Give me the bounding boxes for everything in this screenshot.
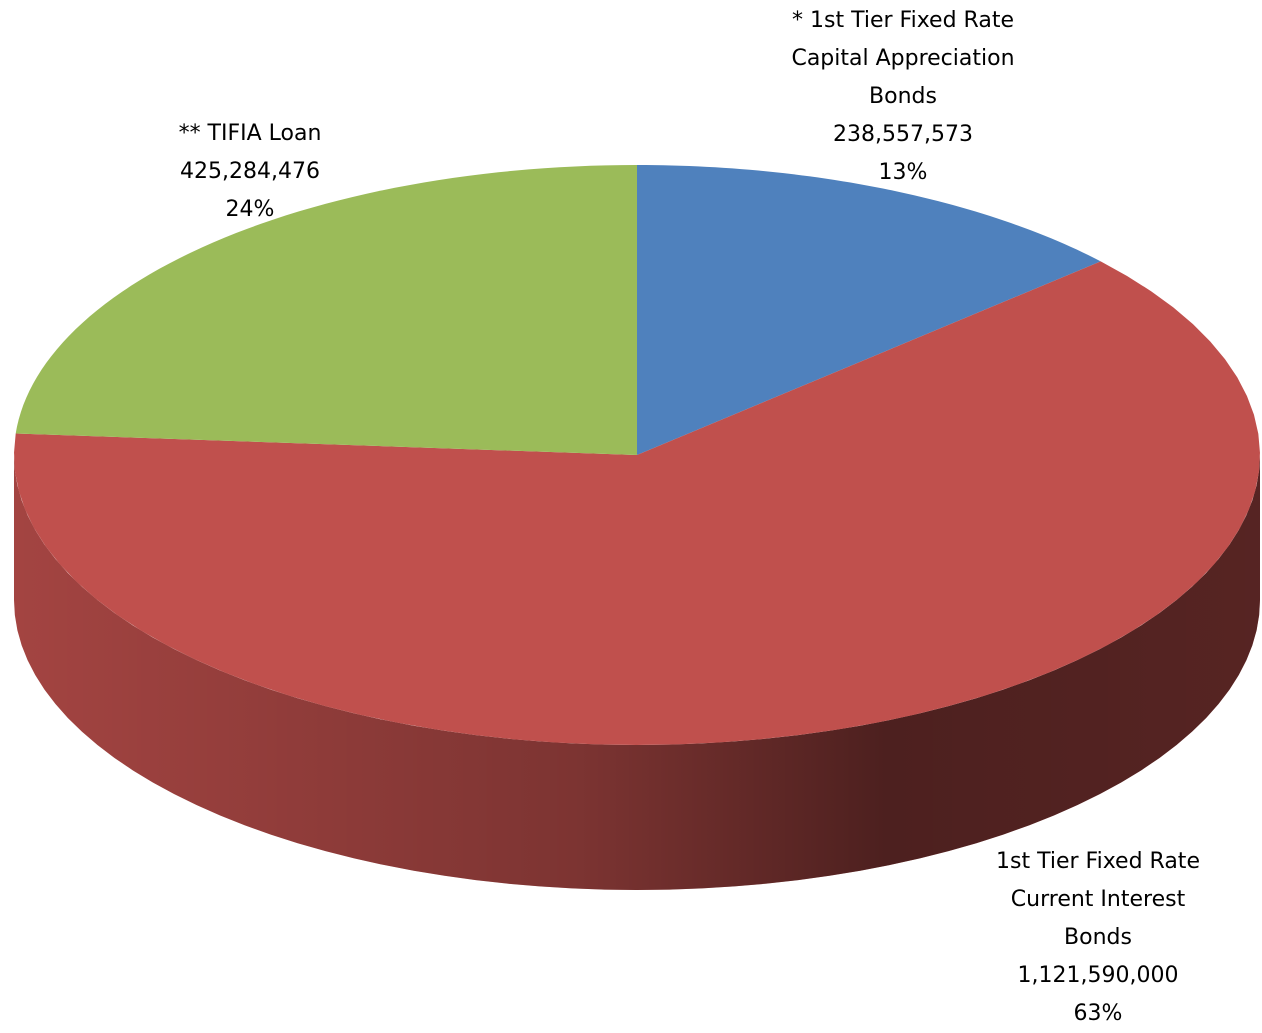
label-percent: 24% [225,197,275,222]
label-name: * 1st Tier Fixed Rate Capital Appreciati… [791,8,1015,109]
label-name: 1st Tier Fixed Rate Current Interest Bon… [996,849,1200,950]
data-label: ** TIFIA Loan 425,284,476 24% [150,115,350,229]
slice-side-shade [14,455,1260,890]
slice [15,165,638,455]
slice [637,165,1101,455]
label-value: 1,121,590,000 [1017,963,1179,988]
label-percent: 13% [878,160,928,185]
label-value: 425,284,476 [180,159,320,184]
label-name: ** TIFIA Loan [178,121,322,146]
label-percent: 63% [1073,1001,1123,1026]
data-label: * 1st Tier Fixed Rate Capital Appreciati… [778,2,1028,192]
data-label: 1st Tier Fixed Rate Current Interest Bon… [986,843,1211,1033]
slice [14,261,1260,745]
label-value: 238,557,573 [833,122,973,147]
